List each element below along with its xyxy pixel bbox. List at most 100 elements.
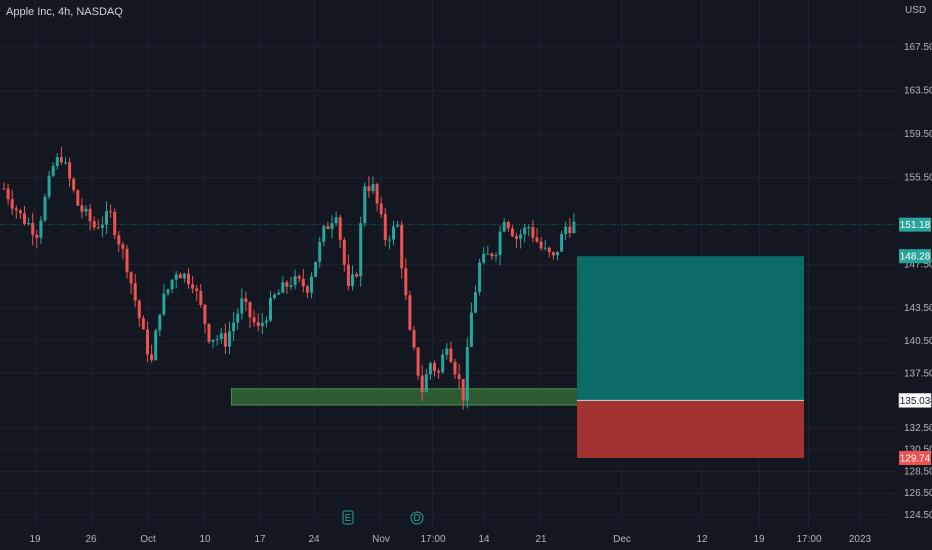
candle-body[interactable]	[146, 329, 149, 355]
candle-body[interactable]	[428, 363, 432, 375]
candle-body[interactable]	[31, 222, 35, 235]
candle-body[interactable]	[363, 186, 367, 224]
candle-body[interactable]	[461, 379, 465, 401]
candle-body[interactable]	[412, 329, 416, 348]
candle-body[interactable]	[404, 268, 408, 296]
candle-body[interactable]	[482, 253, 486, 263]
candle-body[interactable]	[105, 211, 108, 225]
candle-body[interactable]	[416, 347, 420, 376]
candle-body[interactable]	[187, 273, 190, 285]
candle-body[interactable]	[457, 374, 461, 380]
candle-body[interactable]	[88, 208, 92, 222]
candle-body[interactable]	[137, 300, 141, 319]
candle-body[interactable]	[117, 235, 121, 245]
candle-body[interactable]	[547, 247, 551, 253]
candle-body[interactable]	[47, 175, 51, 197]
candle-body[interactable]	[285, 282, 289, 287]
candle-body[interactable]	[289, 285, 293, 287]
candle-body[interactable]	[264, 320, 268, 323]
candle-body[interactable]	[560, 234, 564, 252]
candle-body[interactable]	[174, 274, 178, 280]
candle-body[interactable]	[330, 223, 334, 229]
candle-body[interactable]	[113, 211, 117, 236]
candle-body[interactable]	[158, 314, 162, 331]
candle-body[interactable]	[334, 217, 338, 224]
candle-body[interactable]	[248, 302, 252, 318]
candle-body[interactable]	[367, 186, 371, 191]
candle-body[interactable]	[371, 184, 375, 191]
candle-body[interactable]	[510, 228, 514, 237]
candle-body[interactable]	[260, 322, 264, 327]
candle-body[interactable]	[478, 262, 482, 293]
candle-body[interactable]	[396, 224, 400, 227]
candle-body[interactable]	[228, 331, 231, 347]
candle-body[interactable]	[424, 374, 428, 393]
candle-body[interactable]	[338, 217, 342, 240]
candle-body[interactable]	[519, 234, 523, 239]
dividend-marker[interactable]	[410, 511, 424, 525]
candle-body[interactable]	[322, 225, 326, 242]
candle-body[interactable]	[178, 274, 182, 279]
candle-body[interactable]	[351, 274, 354, 286]
candle-body[interactable]	[326, 225, 330, 229]
candle-body[interactable]	[203, 304, 207, 324]
candle-body[interactable]	[346, 264, 350, 286]
candle-body[interactable]	[433, 363, 436, 371]
candle-body[interactable]	[18, 210, 22, 214]
candle-body[interactable]	[305, 286, 309, 293]
candle-body[interactable]	[55, 157, 59, 167]
candle-body[interactable]	[281, 282, 285, 293]
candle-body[interactable]	[170, 279, 174, 290]
candle-body[interactable]	[27, 222, 31, 224]
candle-body[interactable]	[486, 253, 490, 255]
candle-body[interactable]	[502, 221, 506, 232]
candle-body[interactable]	[564, 226, 568, 235]
candle-body[interactable]	[293, 276, 297, 286]
candle-body[interactable]	[310, 276, 313, 293]
candle-body[interactable]	[301, 278, 305, 287]
candle-body[interactable]	[68, 162, 72, 179]
candle-body[interactable]	[133, 283, 137, 301]
candle-body[interactable]	[14, 208, 18, 211]
candle-body[interactable]	[162, 293, 166, 315]
candle-body[interactable]	[199, 290, 203, 305]
candle-body[interactable]	[383, 214, 387, 240]
candle-body[interactable]	[84, 208, 88, 212]
candle-body[interactable]	[51, 166, 55, 176]
candle-body[interactable]	[453, 362, 457, 375]
candle-body[interactable]	[240, 298, 244, 314]
candle-body[interactable]	[490, 253, 494, 257]
candle-body[interactable]	[318, 241, 322, 262]
candle-body[interactable]	[420, 375, 424, 393]
candle-body[interactable]	[195, 288, 199, 291]
candle-body[interactable]	[232, 322, 236, 332]
candle-body[interactable]	[400, 224, 404, 269]
candle-body[interactable]	[211, 339, 215, 342]
candle-body[interactable]	[445, 348, 449, 355]
candle-body[interactable]	[498, 231, 502, 256]
candle-body[interactable]	[129, 272, 133, 284]
loss-zone[interactable]	[577, 400, 804, 458]
candle-body[interactable]	[23, 213, 26, 224]
candle-body[interactable]	[191, 284, 195, 289]
candle-body[interactable]	[314, 261, 318, 277]
candle-body[interactable]	[215, 339, 219, 341]
profit-zone[interactable]	[577, 256, 804, 401]
candle-body[interactable]	[219, 333, 223, 340]
candle-body[interactable]	[121, 244, 125, 249]
candle-body[interactable]	[437, 370, 441, 373]
candle-body[interactable]	[166, 289, 170, 294]
candle-body[interactable]	[207, 323, 211, 342]
candle-body[interactable]	[6, 188, 10, 200]
candle-body[interactable]	[80, 205, 84, 212]
candle-body[interactable]	[35, 234, 39, 238]
support-zone[interactable]	[231, 388, 585, 406]
candle-body[interactable]	[465, 346, 469, 401]
candle-body[interactable]	[392, 226, 395, 240]
candle-body[interactable]	[551, 252, 555, 256]
candle-body[interactable]	[39, 220, 43, 238]
candle-body[interactable]	[535, 237, 539, 242]
candle-body[interactable]	[527, 227, 531, 229]
candle-body[interactable]	[449, 348, 453, 363]
